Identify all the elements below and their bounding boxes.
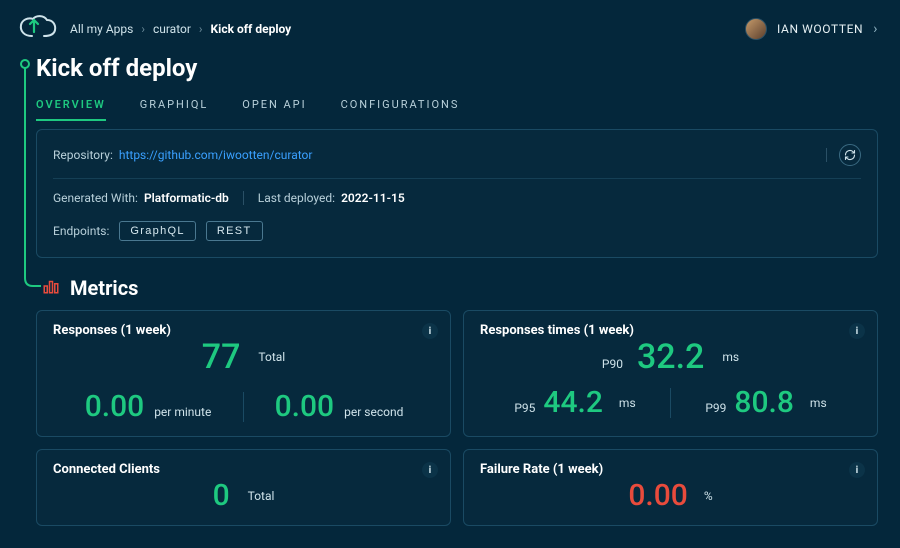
info-row-meta: Generated With: Platformatic-db Last dep… (53, 191, 861, 205)
responses-total-label: Total (258, 350, 285, 364)
tabs: OVERVIEW GRAPHIQL OPEN API CONFIGURATION… (14, 82, 878, 121)
p99-unit: ms (810, 396, 827, 410)
failure-rate-title: Failure Rate (1 week) (480, 462, 861, 477)
endpoint-graphql-button[interactable]: GraphQL (119, 221, 196, 241)
p95-unit: ms (619, 396, 636, 410)
user-menu[interactable]: IAN WOOTTEN › (745, 18, 878, 40)
metrics-icon (42, 277, 60, 299)
refresh-icon[interactable] (839, 144, 861, 166)
tab-graphiql[interactable]: GRAPHIQL (140, 98, 209, 121)
chevron-right-icon: › (141, 22, 145, 36)
responses-per-second-value: 0.00 (275, 392, 335, 422)
main: Kick off deploy OVERVIEW GRAPHIQL OPEN A… (0, 54, 900, 526)
metrics-header: Metrics (42, 276, 878, 300)
response-times-card: Responses times (1 week) i P90 32.2 ms P… (463, 310, 878, 437)
failure-rate-card: Failure Rate (1 week) i 0.00 % (463, 449, 878, 526)
responses-per-second-label: per second (344, 405, 403, 419)
responses-per-minute-label: per minute (154, 405, 211, 419)
info-card: Repository: https://github.com/iwootten/… (36, 129, 878, 258)
p90-value: 32.2 (637, 340, 704, 374)
breadcrumb-app[interactable]: curator (153, 22, 191, 36)
last-deployed-value: 2022-11-15 (341, 191, 405, 205)
connected-clients-value: 0 (213, 481, 230, 511)
generated-with-label: Generated With: (53, 191, 138, 205)
p90-unit: ms (722, 350, 739, 364)
p95-label: P95 (514, 401, 535, 415)
p90-label: P90 (602, 357, 623, 371)
page-title: Kick off deploy (14, 54, 878, 82)
divider (243, 191, 244, 205)
info-icon[interactable]: i (849, 323, 865, 339)
top-bar: All my Apps › curator › Kick off deploy … (0, 0, 900, 50)
breadcrumb-root[interactable]: All my Apps (70, 22, 133, 36)
divider (53, 178, 861, 179)
tab-overview[interactable]: OVERVIEW (36, 98, 106, 121)
info-icon[interactable]: i (422, 323, 438, 339)
info-icon[interactable]: i (849, 462, 865, 478)
chevron-right-icon: › (199, 22, 203, 36)
endpoint-rest-button[interactable]: REST (206, 221, 263, 241)
user-name: IAN WOOTTEN (777, 22, 863, 36)
endpoints-label: Endpoints: (53, 224, 109, 238)
responses-card: Responses (1 week) i 77 Total 0.00 per m… (36, 310, 451, 437)
responses-per-minute-value: 0.00 (85, 392, 145, 422)
responses-title: Responses (1 week) (53, 323, 434, 338)
info-row-endpoints: Endpoints: GraphQL REST (53, 221, 861, 241)
connected-clients-label: Total (248, 489, 275, 503)
connected-clients-card: Connected Clients i 0 Total (36, 449, 451, 526)
tab-open-api[interactable]: OPEN API (242, 98, 306, 121)
breadcrumb: All my Apps › curator › Kick off deploy (70, 22, 291, 36)
responses-total-value: 77 (202, 340, 241, 374)
repository-link[interactable]: https://github.com/iwootten/curator (119, 148, 313, 162)
p95-value: 44.2 (543, 388, 603, 418)
breadcrumb-current: Kick off deploy (211, 22, 292, 36)
p99-label: P99 (705, 401, 726, 415)
top-bar-left: All my Apps › curator › Kick off deploy (14, 14, 291, 44)
tab-configurations[interactable]: CONFIGURATIONS (341, 98, 460, 121)
logo-icon[interactable] (14, 14, 58, 44)
metrics-title: Metrics (70, 276, 138, 300)
failure-rate-unit: % (704, 489, 713, 503)
chevron-right-icon: › (873, 21, 878, 37)
connected-clients-title: Connected Clients (53, 462, 434, 477)
info-icon[interactable]: i (422, 462, 438, 478)
response-times-title: Responses times (1 week) (480, 323, 861, 338)
generated-with-value: Platformatic-db (144, 191, 229, 205)
repository-label: Repository: (53, 148, 113, 162)
info-row-repository: Repository: https://github.com/iwootten/… (53, 144, 861, 166)
p99-value: 80.8 (734, 388, 794, 418)
last-deployed-label: Last deployed: (258, 191, 335, 205)
avatar (745, 18, 767, 40)
failure-rate-value: 0.00 (628, 481, 688, 511)
metrics-grid: Responses (1 week) i 77 Total 0.00 per m… (36, 310, 878, 526)
divider (826, 148, 827, 162)
